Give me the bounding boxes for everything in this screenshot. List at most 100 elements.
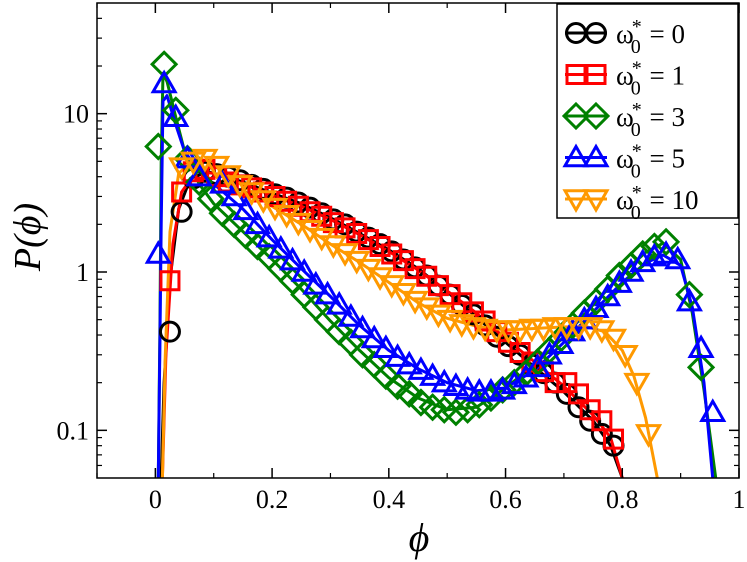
data-point-series-3 (699, 398, 727, 423)
data-point-series-4 (238, 182, 266, 207)
data-point-series-4 (308, 227, 336, 252)
data-point-series-0 (567, 396, 590, 419)
data-point-series-3 (652, 239, 680, 264)
series-curve-3 (156, 94, 715, 478)
legend-marker (562, 143, 590, 168)
legend-marker (582, 143, 610, 168)
data-point-series-1 (392, 250, 414, 272)
data-point-series-3 (582, 294, 610, 319)
data-point-series-1 (369, 235, 391, 257)
data-point-series-3 (395, 350, 423, 375)
data-point-series-1 (416, 265, 438, 287)
data-point-series-4 (249, 190, 277, 215)
legend-label: ω* 0 = 5 (616, 141, 685, 183)
data-point-series-2 (605, 261, 634, 290)
data-point-series-2 (640, 232, 669, 261)
data-point-series-3 (185, 162, 213, 187)
data-point-series-3 (664, 245, 692, 270)
data-point-series-4 (168, 157, 196, 182)
data-point-series-3 (243, 210, 272, 235)
data-point-series-3 (500, 370, 528, 395)
legend-marker (561, 101, 591, 131)
legend-label: ω* 0 = 3 (616, 99, 685, 141)
data-point-series-4 (191, 148, 219, 173)
y-axis-label: P(ϕ) (7, 203, 49, 272)
data-point-series-3 (419, 362, 447, 386)
data-point-series-4 (378, 275, 406, 299)
data-point-series-4 (179, 151, 207, 176)
data-point-series-1 (357, 229, 379, 251)
data-point-series-1 (451, 292, 473, 314)
data-point-series-2 (453, 395, 482, 424)
data-point-series-2 (675, 280, 704, 309)
data-point-series-2 (395, 379, 424, 408)
data-point-series-4 (273, 204, 301, 229)
data-point-series-1 (334, 217, 356, 239)
data-point-series-3 (489, 375, 517, 400)
data-point-series-1 (603, 428, 625, 450)
x-tick-label: 0.2 (256, 485, 289, 514)
data-point-series-1 (159, 270, 181, 292)
legend-marker (581, 101, 611, 131)
data-point-series-3 (407, 356, 435, 380)
data-point-series-4 (436, 309, 464, 334)
data-point-series-3 (383, 343, 412, 367)
data-point-series-3 (360, 324, 388, 349)
data-point-series-4 (611, 345, 639, 369)
data-point-series-4 (413, 297, 441, 322)
data-point-series-1 (311, 205, 333, 227)
axes: 0 0.2 0.4 0.6 0.8 1 0.1 1 10 (57, 3, 746, 514)
x-tick-label: 1 (733, 485, 746, 514)
data-point-series-3 (232, 196, 260, 221)
data-point-series-3 (605, 269, 633, 293)
data-point-series-0 (579, 409, 602, 432)
data-point-series-1 (404, 258, 426, 280)
data-point-series-2 (196, 184, 225, 213)
data-point-series-4 (599, 328, 628, 353)
data-point-series-3 (675, 287, 703, 312)
data-point-series-1 (579, 399, 601, 421)
data-point-series-3 (150, 69, 178, 94)
legend-marker (565, 64, 587, 85)
data-point-series-3 (348, 314, 377, 339)
data-point-series-1 (381, 243, 403, 265)
data-point-series-2 (686, 353, 716, 382)
data-point-series-3 (594, 282, 622, 307)
data-point-series-3 (442, 372, 470, 396)
data-point-series-2 (383, 372, 412, 401)
data-point-series-3 (313, 280, 342, 305)
y-tick-label: 0.1 (57, 416, 90, 445)
x-tick-label: 0.6 (489, 485, 522, 514)
data-point-series-4 (331, 243, 359, 267)
data-point-series-1 (439, 284, 461, 306)
legend: ω* 0 = 0ω* 0 = 1ω* 0 = 3ω* 0 = 5ω* 0 = 10 (556, 3, 739, 224)
legend-marker (585, 22, 607, 44)
data-point-series-3 (267, 234, 295, 259)
data-point-series-3 (337, 302, 365, 327)
data-point-series-3 (524, 353, 552, 378)
data-point-series-3 (162, 103, 190, 127)
data-point-series-1 (346, 223, 368, 245)
data-point-series-1 (171, 181, 193, 203)
data-point-series-3 (372, 334, 400, 358)
data-point-series-1 (556, 372, 578, 394)
x-axis-label: ϕ (409, 515, 430, 560)
x-tick-label: 0 (149, 485, 162, 514)
data-point-series-3 (144, 239, 172, 264)
data-point-series-3 (278, 246, 307, 271)
data-point-series-4 (296, 219, 324, 244)
data-point-series-3 (290, 257, 318, 282)
data-point-series-3 (629, 248, 657, 273)
data-point-series-2 (441, 398, 471, 427)
y-tick-label: 1 (76, 258, 89, 287)
data-point-series-2 (144, 132, 173, 161)
data-point-series-0 (158, 320, 181, 343)
plot-frame (96, 2, 740, 479)
legend-label: ω* 0 = 1 (616, 58, 685, 100)
legend-marker (585, 64, 607, 85)
x-tick-label: 0.4 (373, 485, 406, 514)
data-point-series-4 (261, 197, 289, 222)
data-point-series-4 (319, 235, 347, 260)
data-point-series-4 (226, 175, 254, 199)
